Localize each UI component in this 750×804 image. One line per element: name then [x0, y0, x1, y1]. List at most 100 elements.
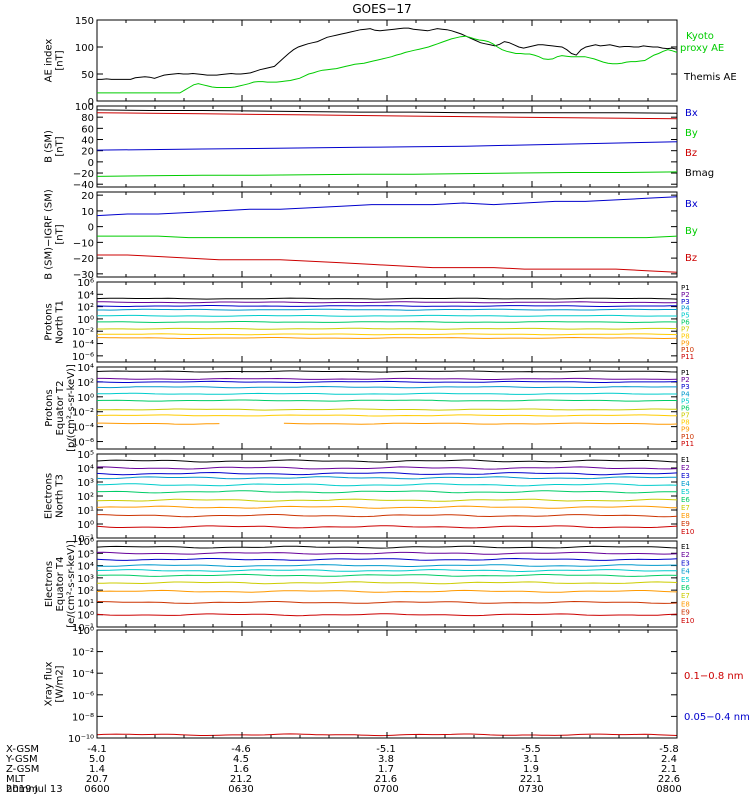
panel-7-ylabel: Equator T4 — [55, 557, 66, 612]
footer-value-y-gsm: 3.1 — [523, 754, 539, 765]
panel-6-series-e7 — [96, 498, 678, 502]
panel-4-ytick-label: 10⁴ — [77, 290, 94, 301]
panel-3-series-bx — [96, 196, 678, 217]
legend-e7: E7 — [681, 592, 690, 600]
panel-2-ytick-label: 80 — [81, 113, 94, 124]
panel-2-ylabel: [nT] — [55, 136, 66, 156]
legend-p2: P2 — [681, 376, 690, 384]
legend-e2: E2 — [681, 551, 690, 559]
panel-7-series-e6 — [96, 573, 678, 577]
panel-4-series-p6 — [97, 321, 678, 324]
panel-6-series-e9 — [97, 514, 678, 518]
panel-6-series-e2 — [96, 466, 678, 470]
legend-p5: P5 — [681, 312, 690, 320]
legend-e7: E7 — [681, 504, 690, 512]
legend-e5: E5 — [681, 576, 690, 584]
panel-6-series-e10 — [96, 525, 678, 529]
legend-e6: E6 — [681, 496, 690, 504]
legend-p2: P2 — [681, 291, 690, 299]
figure-title: GOES−17 — [352, 2, 411, 16]
panel-5-series-p8 — [96, 414, 678, 417]
panel-7-series-e7 — [96, 581, 678, 585]
panel-1-frame — [96, 19, 678, 102]
footer-label-y-gsm: Y-GSM — [5, 754, 38, 765]
panel-7-ytick-label: 10⁻¹ — [72, 623, 94, 634]
legend-p11: P11 — [681, 440, 694, 448]
legend-e6: E6 — [681, 584, 690, 592]
panel-4-ytick-label: 10⁶ — [77, 278, 94, 289]
legend-p8: P8 — [681, 332, 690, 340]
legend-p10: P10 — [681, 346, 694, 354]
panel-2-ytick-label: −40 — [73, 180, 94, 191]
panel-5-ytick-label: 10² — [77, 378, 94, 389]
legend-p3: P3 — [681, 383, 690, 391]
footer-value-z-gsm: 1.7 — [378, 764, 394, 775]
panel-8-frame — [96, 629, 678, 739]
panel-6-series-e6 — [97, 490, 678, 494]
footer-value-x-gsm: -4.1 — [87, 744, 107, 755]
legend-e5: E5 — [681, 488, 690, 496]
panel-4-series-p7 — [97, 327, 678, 330]
panel-4-series-p2 — [97, 301, 678, 304]
legend-bz: Bz — [685, 148, 697, 159]
panel-6-series-e1 — [96, 459, 678, 463]
footer-value-x-gsm: -4.6 — [231, 744, 251, 755]
legend-p6: P6 — [681, 319, 690, 327]
panel-2-ytick-label: 20 — [81, 147, 94, 158]
panel-1-ytick-label: 150 — [75, 16, 94, 27]
panel-3-ytick-label: −20 — [73, 254, 94, 265]
panel-6-series-e8 — [96, 505, 678, 509]
panel-5-ytick-label: 10⁻⁶ — [72, 438, 94, 449]
panel-1-series-themis-ae — [97, 27, 678, 80]
panel-1-ylabel: [nT] — [55, 50, 66, 70]
panel-3-ylabel: [nT] — [55, 224, 66, 244]
panel-4-series-p9 — [97, 336, 678, 340]
legend-e3: E3 — [681, 559, 690, 567]
panel-5-ytick-label: 10⁻² — [72, 408, 94, 419]
panel-4-series-p1 — [96, 297, 678, 300]
legend-p8: P8 — [681, 419, 690, 427]
legend-p1: P1 — [681, 369, 690, 377]
panel-7-series-e10 — [96, 613, 678, 617]
legend-p11: P11 — [681, 353, 694, 361]
footer-value-z-gsm: 1.4 — [89, 764, 105, 775]
panel-5-series-p5 — [97, 392, 677, 395]
panel-7-series-e8 — [96, 589, 678, 593]
panel-6-ytick-label: 10⁴ — [77, 464, 94, 475]
panel-7-ytick-label: 10¹ — [77, 598, 94, 609]
legend-p5: P5 — [681, 397, 690, 405]
panel-1-ytick-label: 100 — [75, 43, 94, 54]
footer-value-z-gsm: 1.9 — [523, 764, 539, 775]
legend-e8: E8 — [681, 600, 690, 608]
footer-value-hhmm: 0630 — [228, 784, 253, 795]
panel-7-series-e5 — [96, 568, 678, 573]
panel-5-ylabel: [p/(cm²-s-sr-keV)] — [66, 364, 77, 452]
legend-p4: P4 — [681, 390, 690, 398]
panel-6-series-e3 — [96, 471, 678, 476]
panel-1-ytick-label: 0 — [88, 97, 94, 108]
legend-e3: E3 — [681, 472, 690, 480]
panel-7-series-e3 — [96, 557, 678, 561]
footer-value-hhmm: 0700 — [373, 784, 398, 795]
legend-e10: E10 — [681, 528, 694, 536]
legend-xray-short: 0.05−0.4 nm — [684, 712, 750, 723]
panel-5-ytick-label: 10⁰ — [77, 393, 94, 404]
panel-7-ytick-label: 10² — [77, 586, 94, 597]
footer-value-x-gsm: -5.1 — [376, 744, 396, 755]
legend-bmag: Bmag — [685, 168, 714, 179]
panel-5-ylabel: Protons — [44, 389, 55, 426]
legend-by: By — [685, 128, 698, 139]
footer-value-mlt: 20.7 — [86, 774, 108, 785]
legend-bx: Bx — [685, 199, 698, 210]
panel-5-series-p2 — [97, 377, 678, 380]
panel-8-ytick-label: 10⁰ — [77, 626, 94, 637]
panel-3-ytick-label: 20 — [81, 191, 94, 202]
footer-value-hhmm: 0600 — [84, 784, 109, 795]
panel-5-series-p7 — [96, 408, 678, 411]
panel-7-ytick-label: 10⁴ — [77, 562, 94, 573]
panel-6-series-e5 — [96, 483, 678, 487]
panel-6-ytick-label: 10¹ — [77, 506, 94, 517]
panel-2-series-by — [96, 171, 678, 177]
